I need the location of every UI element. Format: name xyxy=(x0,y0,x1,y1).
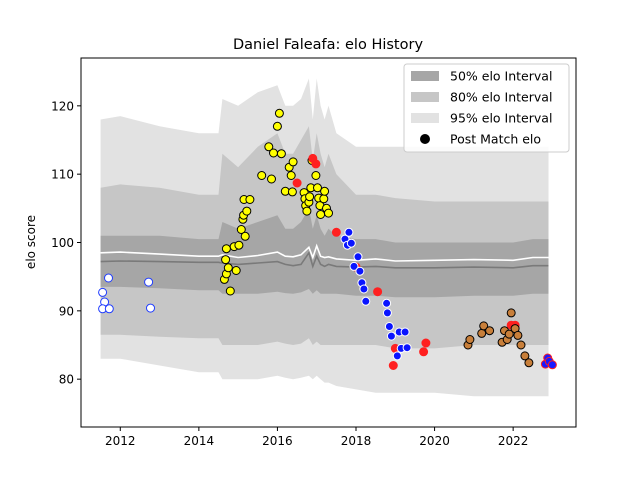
elo-point xyxy=(293,179,301,187)
x-tick-label: 2014 xyxy=(184,434,215,448)
y-tick-label: 90 xyxy=(59,304,74,318)
legend-swatch xyxy=(411,71,439,81)
elo-point xyxy=(393,352,401,360)
elo-point xyxy=(325,209,333,217)
elo-point xyxy=(525,359,533,367)
x-axis: 2012 2014 2016 2018 2020 2022 xyxy=(105,427,528,448)
elo-point xyxy=(222,245,230,253)
legend: 50% elo Interval 80% elo Interval 95% elo … xyxy=(404,64,569,152)
elo-point xyxy=(354,253,362,261)
y-tick-label: 110 xyxy=(51,168,74,182)
legend-swatch xyxy=(411,113,439,123)
elo-point xyxy=(466,336,474,344)
elo-point xyxy=(385,323,393,331)
elo-point xyxy=(288,188,296,196)
legend-label: Post Match elo xyxy=(450,132,541,147)
chart-title: Daniel Faleafa: elo History xyxy=(233,37,423,53)
elo-point xyxy=(383,299,391,307)
elo-point xyxy=(320,195,328,203)
elo-point xyxy=(362,297,370,305)
legend-label: 95% elo Interval xyxy=(450,111,552,126)
elo-point xyxy=(270,149,278,157)
x-tick-label: 2022 xyxy=(498,434,529,448)
elo-point xyxy=(303,207,311,215)
elo-point xyxy=(422,339,430,347)
elo-point xyxy=(222,256,230,264)
elo-point xyxy=(401,328,409,336)
y-tick-label: 120 xyxy=(51,99,74,113)
elo-point xyxy=(273,122,281,130)
elo-point xyxy=(246,196,254,204)
legend-label: 80% elo Interval xyxy=(450,90,552,105)
elo-point xyxy=(105,274,113,282)
elo-point xyxy=(289,158,297,166)
legend-marker xyxy=(420,134,430,144)
elo-point xyxy=(420,348,428,356)
elo-point xyxy=(224,264,232,272)
elo-point xyxy=(317,211,325,219)
elo-point xyxy=(486,327,494,335)
elo-point xyxy=(514,331,522,339)
elo-point xyxy=(275,109,283,117)
elo-point xyxy=(232,267,240,275)
x-tick-label: 2020 xyxy=(419,434,450,448)
legend-swatch xyxy=(411,92,439,102)
elo-point xyxy=(241,232,249,240)
elo-point xyxy=(312,160,320,168)
elo-point xyxy=(517,341,525,349)
elo-point xyxy=(389,362,397,370)
elo-point xyxy=(268,175,276,183)
elo-point xyxy=(99,288,107,296)
elo-point xyxy=(507,309,515,317)
elo-point xyxy=(312,172,320,180)
y-tick-label: 100 xyxy=(51,236,74,250)
elo-point xyxy=(383,309,391,317)
elo-point xyxy=(147,304,155,312)
elo-point xyxy=(478,329,486,337)
y-axis: 80 90 100 110 120 xyxy=(51,99,81,386)
elo-point xyxy=(347,239,355,247)
elo-point xyxy=(287,172,295,180)
elo-point xyxy=(243,207,251,215)
x-tick-label: 2016 xyxy=(262,434,293,448)
legend-label: 50% elo Interval xyxy=(450,69,552,84)
x-tick-label: 2012 xyxy=(105,434,136,448)
elo-point xyxy=(332,228,340,236)
elo-point xyxy=(277,150,285,158)
elo-point xyxy=(374,288,382,296)
elo-point xyxy=(360,285,368,293)
elo-point xyxy=(356,267,364,275)
elo-point xyxy=(258,172,266,180)
elo-point xyxy=(145,278,153,286)
elo-point xyxy=(387,332,395,340)
y-tick-label: 80 xyxy=(59,373,74,387)
elo-point xyxy=(345,228,353,236)
elo-point xyxy=(306,193,314,201)
y-axis-label: elo score xyxy=(24,215,38,269)
x-tick-label: 2018 xyxy=(341,434,372,448)
elo-point xyxy=(226,287,234,295)
elo-point xyxy=(235,241,243,249)
elo-point xyxy=(548,361,556,369)
elo-point xyxy=(105,305,113,313)
elo-point xyxy=(321,187,329,195)
elo-point xyxy=(403,344,411,352)
